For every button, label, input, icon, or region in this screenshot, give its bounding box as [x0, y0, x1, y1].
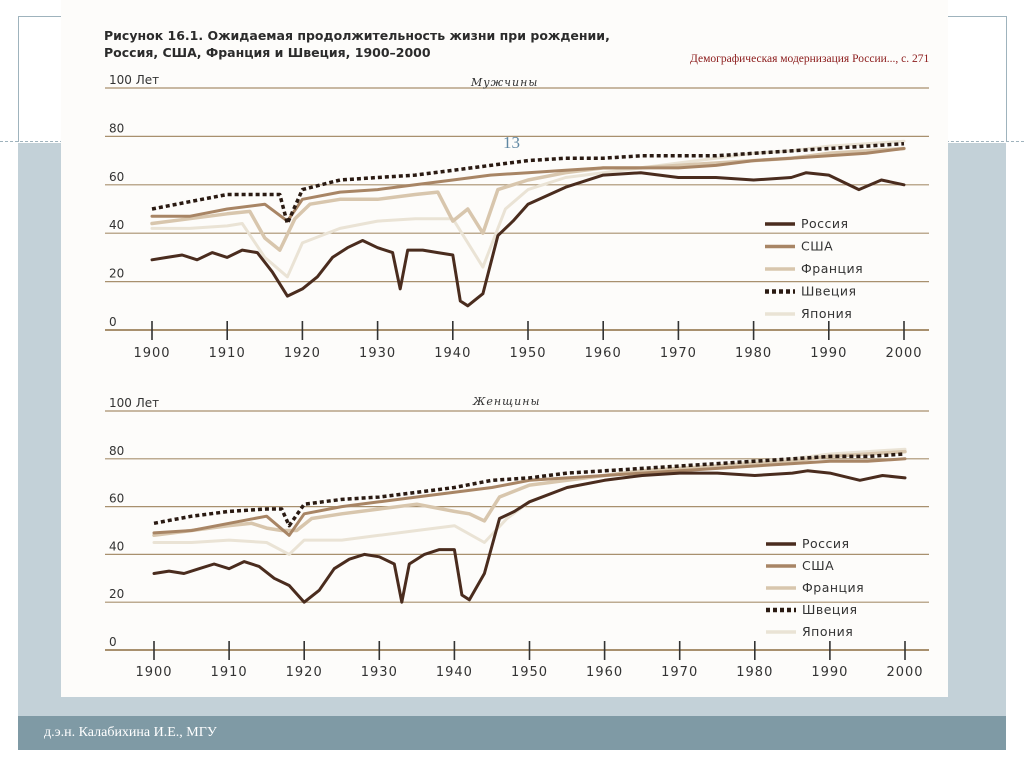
y-tick-label: 80 [109, 121, 124, 135]
chart-men: 0 20 40 60 80 100 Лет Мужчины 1900 1910 1920 1930 1… [105, 73, 929, 361]
x-tick-label: 1930 [361, 665, 398, 680]
series-line-france [152, 449, 907, 538]
y-tick-label: 20 [109, 587, 124, 601]
legend-label-france: Франция [802, 580, 864, 595]
series-line-sweden [153, 452, 906, 528]
y-tick-label: 80 [109, 444, 124, 458]
y-tick-label: 0 [109, 635, 117, 649]
x-tick-label: 1930 [359, 346, 396, 361]
legend-label-russia: Россия [801, 216, 849, 231]
x-tick-label: 1920 [286, 665, 323, 680]
y-axis-top-label: 100 Лет [109, 396, 159, 410]
figure-title-line2: Россия, США, Франция и Швеция, 1900–2000 [104, 45, 431, 60]
chart-women: 0 20 40 60 80 100 Лет Женщины 1900 1910 1920 1930 1… [105, 395, 929, 680]
x-tick-label: 1970 [661, 665, 698, 680]
footer-bar: д.э.н. Калабихина И.Е., МГУ [18, 716, 1006, 750]
x-tick-label: 1960 [586, 665, 623, 680]
x-tick-label: 1950 [509, 346, 546, 361]
y-tick-label: 60 [109, 170, 124, 184]
slide-frame-corner-left [18, 16, 61, 142]
series-line-france [150, 146, 906, 252]
legend-label-russia: Россия [802, 536, 850, 551]
series-line-russia [152, 469, 907, 604]
legend-label-france: Франция [801, 261, 863, 276]
y-tick-label: 40 [109, 218, 124, 232]
legend-label-sweden: Швеция [801, 284, 857, 299]
panel-title: Женщины [472, 395, 540, 408]
series-line-japan [150, 139, 906, 279]
footer-author: д.э.н. Калабихина И.Е., МГУ [44, 725, 217, 740]
x-tick-label: 1910 [211, 665, 248, 680]
y-tick-label: 20 [109, 267, 124, 281]
x-tick-label: 1900 [135, 665, 172, 680]
x-tick-label: 1990 [810, 346, 847, 361]
x-tick-label: 2000 [885, 346, 922, 361]
x-tick-label: 1970 [660, 346, 697, 361]
series-line-usa [150, 147, 906, 223]
y-axis-top-label: 100 Лет [109, 73, 159, 87]
legend-label-usa: США [801, 239, 833, 254]
source-note: Демографическая модернизация России..., … [690, 53, 930, 65]
x-tick-label: 1920 [284, 346, 321, 361]
x-tick-label: 1900 [133, 346, 170, 361]
slide-number: 13 [503, 133, 520, 152]
x-tick-label: 1910 [209, 346, 246, 361]
y-tick-label: 60 [109, 492, 124, 506]
slide-frame-corner-right [948, 16, 1007, 142]
figure-title-line1: Рисунок 16.1. Ожидаемая продолжительност… [104, 28, 610, 43]
x-tick-label: 1940 [434, 346, 471, 361]
series-line-sweden [151, 141, 905, 226]
life-expectancy-figure: Рисунок 16.1. Ожидаемая продолжительност… [104, 28, 929, 680]
legend-label-sweden: Швеция [802, 602, 858, 617]
x-tick-label: 1980 [736, 665, 773, 680]
y-tick-label: 0 [109, 315, 117, 329]
series-line-russia [150, 171, 906, 308]
legend-label-japan: Япония [802, 624, 853, 639]
x-tick-label: 1950 [511, 665, 548, 680]
legend-label-usa: США [802, 558, 834, 573]
x-tick-label: 1990 [811, 665, 848, 680]
figure-panel: Рисунок 16.1. Ожидаемая продолжительност… [61, 0, 948, 697]
legend-label-japan: Япония [801, 306, 852, 321]
x-tick-label: 1980 [735, 346, 772, 361]
x-tick-label: 1940 [436, 665, 473, 680]
panel-title: Мужчины [470, 76, 538, 89]
x-tick-label: 2000 [886, 665, 923, 680]
x-tick-label: 1960 [585, 346, 622, 361]
series-line-usa [152, 457, 907, 537]
y-tick-label: 40 [109, 539, 124, 553]
